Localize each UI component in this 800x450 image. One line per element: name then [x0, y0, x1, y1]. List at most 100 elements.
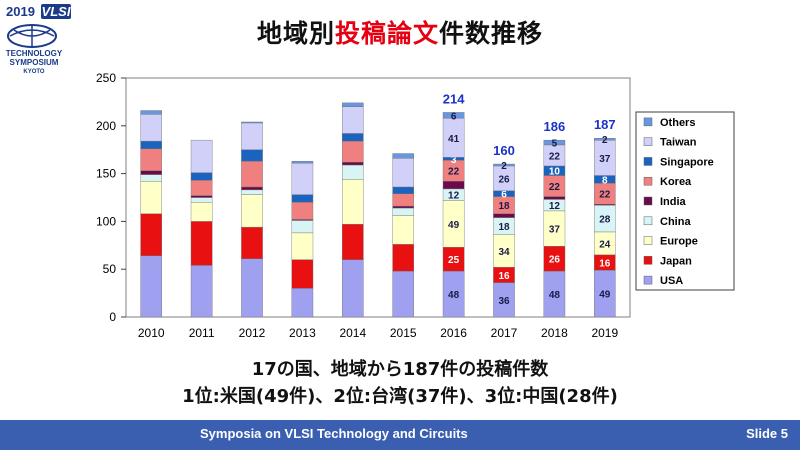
- bar-segment: [291, 194, 314, 203]
- footer-text: Symposia on VLSI Technology and Circuits: [200, 426, 468, 441]
- bar-segment: [392, 205, 414, 209]
- legend-swatch: [643, 117, 653, 127]
- bar-segment: [241, 189, 263, 195]
- bar-segment: [190, 195, 213, 198]
- bar-segment: [392, 193, 414, 207]
- logo-brand: VLSI: [42, 4, 71, 19]
- x-tick-label: 2011: [189, 326, 215, 340]
- segment-label: 22: [549, 151, 561, 162]
- bar-segment: [140, 213, 162, 257]
- bar-segment: [241, 258, 263, 318]
- bar-segment: [241, 194, 263, 228]
- x-tick-label: 2013: [289, 326, 316, 340]
- bar-segment: [342, 164, 364, 180]
- legend-swatch: [643, 256, 653, 265]
- segment-label: 37: [599, 154, 611, 165]
- x-tick-label: 2015: [390, 326, 417, 340]
- segment-label: 48: [549, 290, 561, 301]
- segment-label: 41: [448, 134, 460, 145]
- bar-segment: [140, 170, 162, 175]
- x-tick-label: 2016: [440, 326, 467, 340]
- legend-swatch: [643, 176, 653, 186]
- bar-segment: [392, 244, 414, 272]
- segment-label: 37: [549, 225, 561, 236]
- title-part1: 地域別: [256, 19, 335, 48]
- legend-label: USA: [660, 275, 683, 287]
- title-highlight: 投稿論文: [334, 19, 439, 48]
- legend-swatch: [643, 196, 653, 206]
- x-tick-label: 2018: [541, 326, 568, 340]
- bar-segment: [190, 180, 213, 196]
- legend-label: India: [660, 196, 687, 208]
- legend-swatch: [643, 236, 653, 245]
- bar-segment: [543, 139, 566, 146]
- bar-segment: [342, 106, 364, 134]
- bar-segment: [190, 265, 213, 318]
- segment-label: 5: [552, 139, 558, 150]
- bar-segment: [140, 148, 162, 171]
- segment-label: 26: [498, 174, 510, 185]
- bar-segment: [342, 133, 364, 142]
- bar-segment: [190, 221, 213, 266]
- bar-segment: [392, 153, 414, 159]
- segment-label: 36: [498, 296, 510, 307]
- summary-line-1: 17の国、地域から187件の投稿件数: [251, 359, 549, 380]
- segment-label: 26: [549, 255, 561, 266]
- bar-segment: [241, 186, 263, 191]
- bar-segment: [442, 181, 465, 190]
- bar-segment: [291, 232, 314, 260]
- legend-label: Others: [660, 117, 695, 129]
- segment-label: 10: [549, 167, 561, 178]
- segment-label: 28: [599, 215, 611, 226]
- y-tick-label: 100: [96, 214, 116, 228]
- logo-line1: TECHNOLOGY: [6, 49, 63, 58]
- y-tick-label: 150: [96, 167, 116, 181]
- legend-label: Korea: [660, 176, 692, 188]
- x-tick-label: 2010: [138, 326, 165, 340]
- y-tick-label: 0: [109, 310, 116, 324]
- legend-label: China: [660, 216, 691, 228]
- bar-segment: [342, 179, 364, 225]
- bar-segment: [140, 140, 162, 149]
- legend-label: Taiwan: [660, 137, 697, 149]
- segment-label: 6: [451, 111, 457, 122]
- bar-segment: [342, 224, 364, 260]
- bar-segment: [342, 140, 364, 163]
- segment-label: 25: [448, 255, 460, 266]
- logo-year: 2019: [6, 4, 35, 19]
- bar-segment: [190, 139, 213, 173]
- logo-line3: KYOTO: [23, 69, 45, 75]
- bar-segment: [392, 207, 414, 216]
- footer-bar: Symposia on VLSI Technology and Circuits…: [0, 420, 800, 450]
- bar-segment: [241, 121, 263, 124]
- bar-segment: [594, 138, 616, 141]
- bar-segment: [241, 149, 263, 162]
- total-label: 187: [594, 117, 616, 132]
- bar-segment: [493, 213, 515, 218]
- bar-segment: [140, 255, 162, 318]
- stacked-bar-chart: 0 50 100 150 200 250 2010 2011 2012 2013 2014 2015 4…: [96, 71, 735, 340]
- segment-label: 2: [602, 135, 608, 146]
- legend-swatch: [643, 216, 653, 226]
- segment-label: 49: [448, 220, 460, 231]
- total-label: 160: [493, 143, 515, 158]
- segment-label: 48: [448, 290, 460, 301]
- bar-segment: [291, 160, 314, 164]
- segment-label: 22: [448, 167, 460, 178]
- bar-segment: [342, 161, 364, 166]
- segment-label: 24: [599, 239, 611, 250]
- segment-label: 18: [498, 201, 510, 212]
- segment-label: 8: [602, 175, 608, 186]
- bar-segment: [291, 202, 314, 220]
- legend-label: Europe: [660, 236, 698, 248]
- segment-label: 16: [599, 259, 611, 270]
- segment-label: 18: [498, 222, 510, 233]
- segment-label: 16: [498, 271, 510, 282]
- segment-label: 6: [501, 190, 507, 201]
- legend-swatch: [643, 275, 653, 285]
- bar-segment: [392, 270, 414, 318]
- bar-segment: [543, 196, 566, 200]
- segment-label: 2: [501, 161, 507, 172]
- bar-segment: [241, 160, 263, 188]
- segment-label: 49: [599, 290, 611, 301]
